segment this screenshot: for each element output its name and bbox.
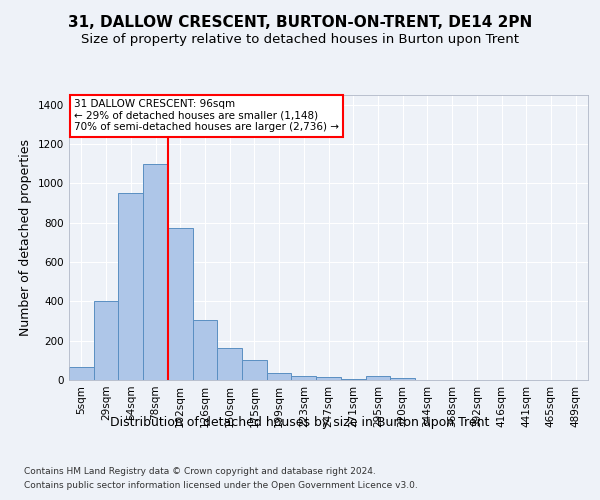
Bar: [390, 378, 415, 380]
Text: 31 DALLOW CRESCENT: 96sqm
← 29% of detached houses are smaller (1,148)
70% of se: 31 DALLOW CRESCENT: 96sqm ← 29% of detac…: [74, 100, 339, 132]
Bar: [143, 164, 168, 380]
Text: Contains public sector information licensed under the Open Government Licence v3: Contains public sector information licen…: [24, 482, 418, 490]
Bar: [118, 194, 143, 380]
Text: Distribution of detached houses by size in Burton upon Trent: Distribution of detached houses by size …: [110, 416, 490, 429]
Text: Contains HM Land Registry data © Crown copyright and database right 2024.: Contains HM Land Registry data © Crown c…: [24, 466, 376, 475]
Bar: [168, 228, 193, 380]
Bar: [94, 302, 118, 380]
Bar: [242, 360, 267, 380]
Bar: [193, 320, 217, 380]
Bar: [217, 348, 242, 380]
Bar: [341, 379, 365, 380]
Bar: [267, 373, 292, 380]
Bar: [292, 376, 316, 380]
Bar: [69, 367, 94, 380]
Text: 31, DALLOW CRESCENT, BURTON-ON-TRENT, DE14 2PN: 31, DALLOW CRESCENT, BURTON-ON-TRENT, DE…: [68, 15, 532, 30]
Y-axis label: Number of detached properties: Number of detached properties: [19, 139, 32, 336]
Bar: [316, 377, 341, 380]
Text: Size of property relative to detached houses in Burton upon Trent: Size of property relative to detached ho…: [81, 32, 519, 46]
Bar: [365, 376, 390, 380]
